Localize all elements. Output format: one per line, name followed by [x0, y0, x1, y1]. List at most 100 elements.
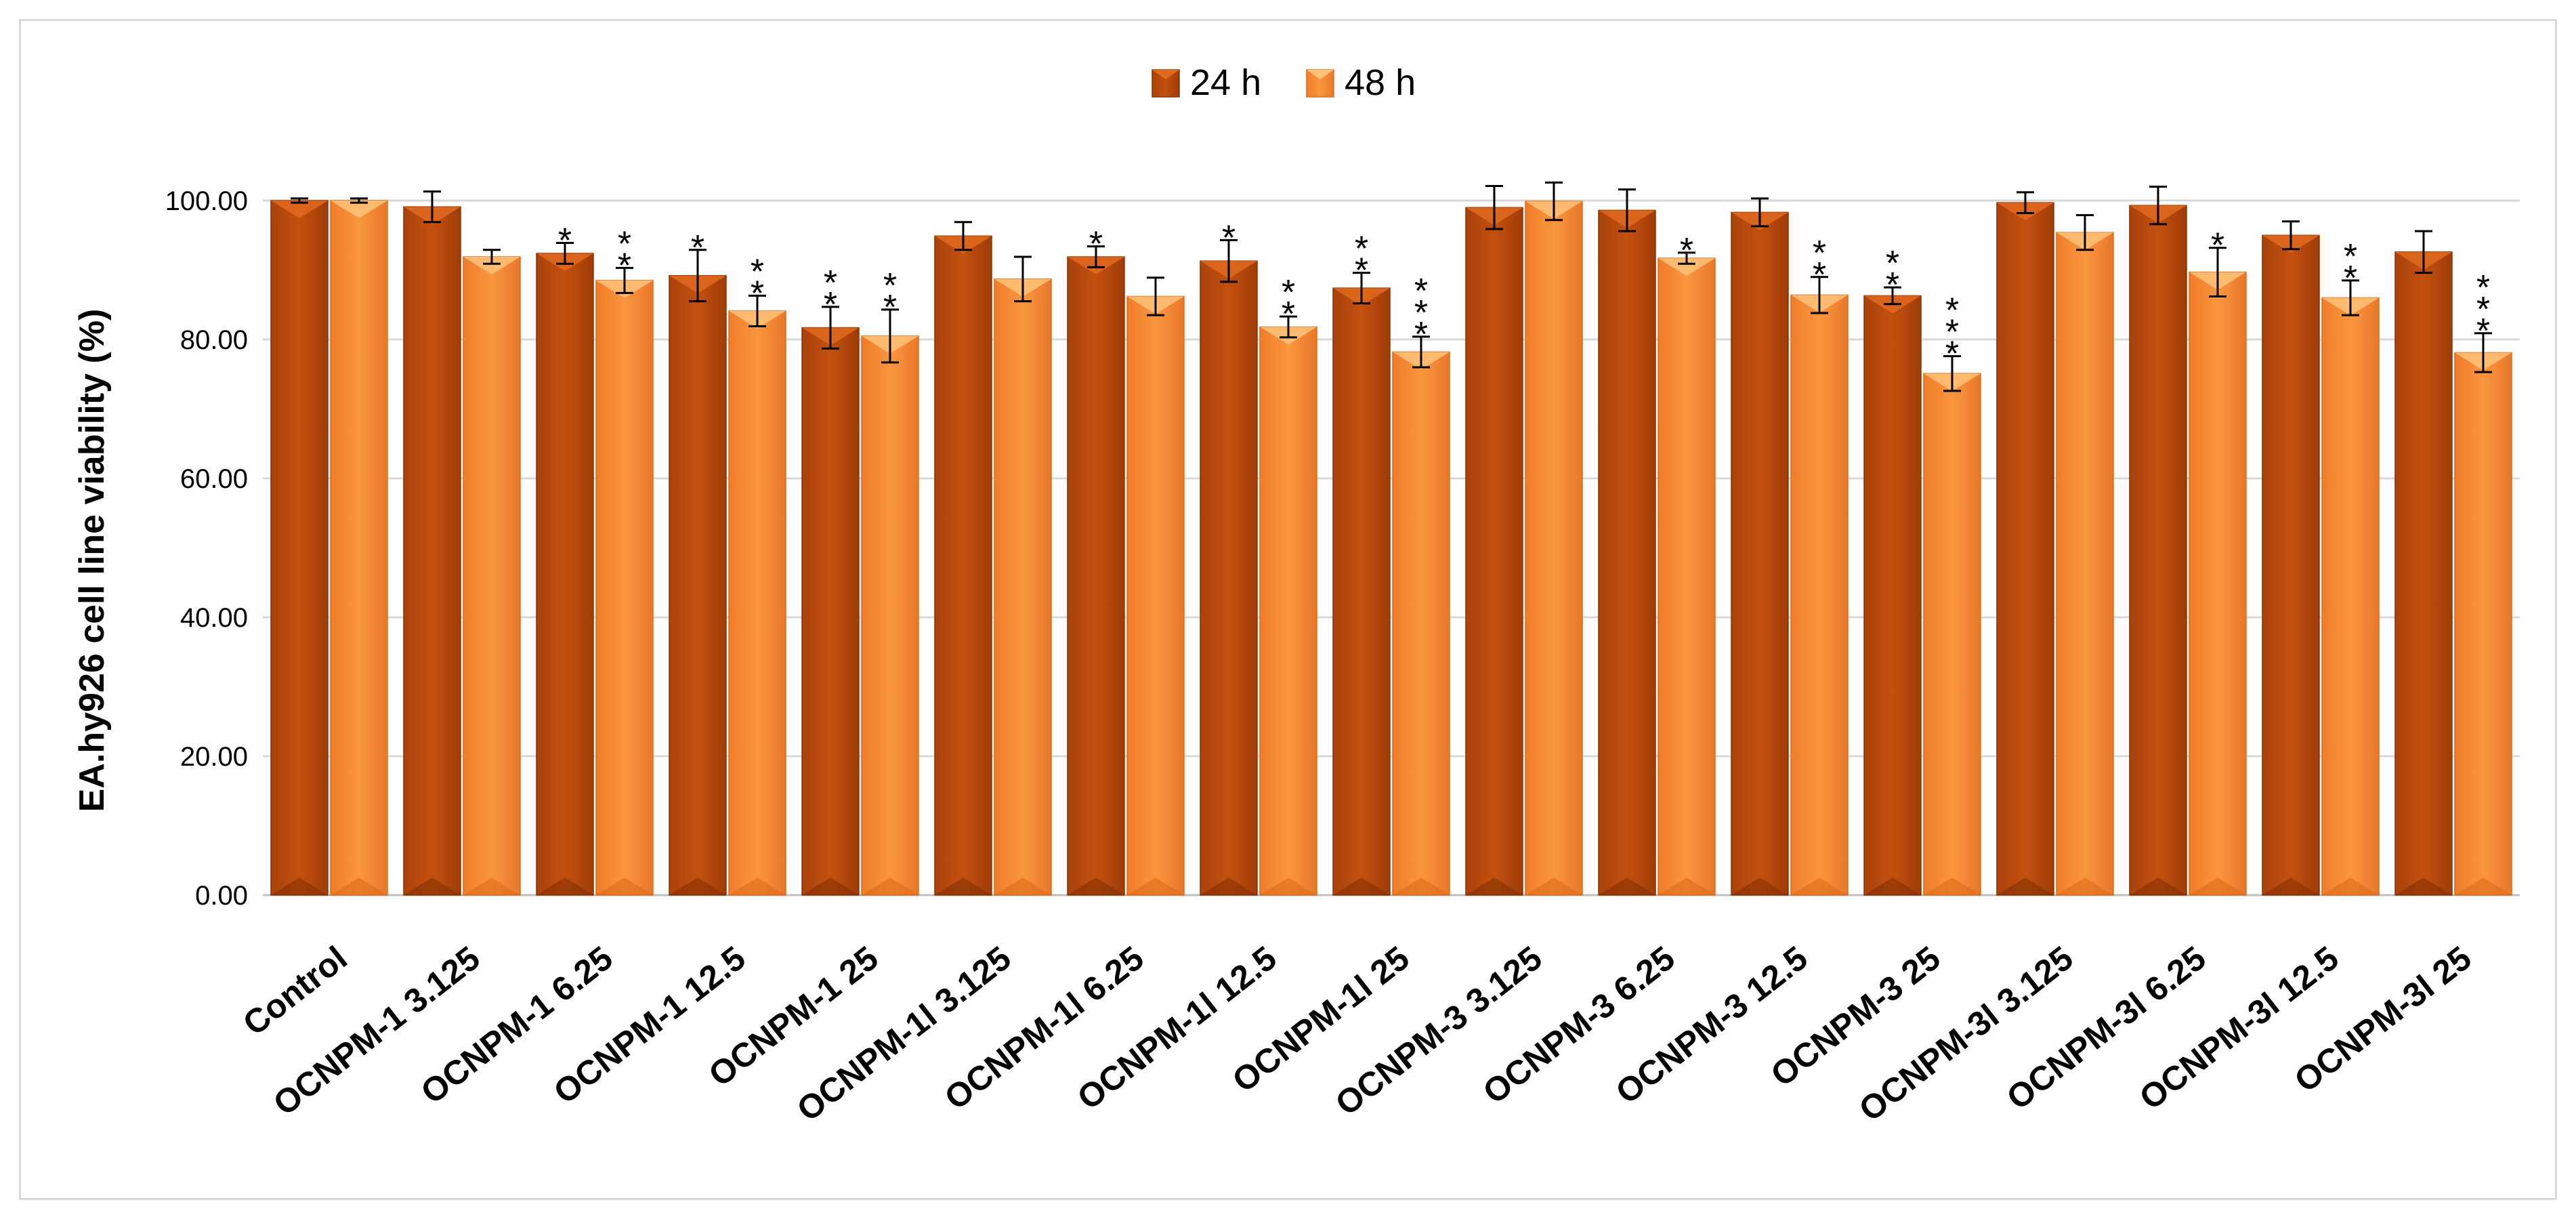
bar-48h [1126, 295, 1185, 896]
error-bar [748, 294, 766, 328]
bar-24h [1067, 256, 1125, 896]
bar-bevel [271, 877, 328, 895]
bar-24h [403, 206, 461, 896]
error-bar [1811, 276, 1828, 314]
significance-label: * * * [2476, 268, 2490, 351]
y-axis-ticks: 0.00 20.00 40.00 60.00 80.00 100.00 [165, 186, 248, 911]
bar-24h [270, 200, 329, 896]
bar-48h [1525, 201, 1583, 896]
bar-48h [728, 310, 786, 896]
legend-item: 48 h [1306, 62, 1416, 103]
bar-bevel [271, 201, 328, 218]
error-bar [1412, 335, 1430, 369]
legend: 24 h 48 h [1152, 62, 1416, 103]
bar-bevel [1864, 877, 1921, 895]
bar-bevel [669, 877, 726, 895]
legend-item: 24 h [1152, 62, 1261, 103]
significance-label: * [1222, 218, 1236, 257]
bar-24h [1200, 260, 1258, 896]
error-bar [291, 197, 308, 204]
error-bar [2076, 214, 2094, 251]
significance-label: * * [883, 266, 897, 327]
bar-24h [1332, 287, 1391, 896]
significance-label: * * [824, 264, 837, 325]
significance-label: * * [1355, 230, 1368, 291]
y-axis-label: EA.hy926 cell line viability (%) [72, 309, 112, 812]
bar-24h [2129, 205, 2187, 896]
bar-bevel [331, 201, 387, 218]
bar-24h [1996, 202, 2054, 896]
bar-bevel [331, 877, 387, 895]
bar-48h [330, 200, 388, 896]
bar-bevel [729, 877, 786, 895]
legend-swatch-bevel [1307, 70, 1334, 79]
error-bar [2149, 186, 2167, 226]
y-tick-label: 100.00 [165, 186, 248, 216]
bar-24h [536, 253, 594, 896]
error-bar [2474, 332, 2492, 373]
legend-label: 24 h [1190, 62, 1261, 103]
bar-48h [2056, 232, 2114, 896]
bar-24h [801, 327, 860, 896]
error-bar [1147, 276, 1164, 316]
y-tick-label: 80.00 [180, 325, 248, 355]
bar-bevel [1997, 877, 2054, 895]
error-bar [689, 249, 706, 303]
legend-swatch-bevel [1152, 70, 1179, 79]
error-bar [2209, 247, 2226, 297]
bar-bevel [1068, 877, 1124, 895]
error-bar [1087, 245, 1105, 268]
bar-48h [2454, 352, 2512, 896]
error-bar [2342, 279, 2359, 316]
bar-bevel [1791, 877, 1848, 895]
significance-label: * [1680, 231, 1693, 270]
error-bar [2282, 220, 2300, 251]
y-tick-label: 0.00 [195, 881, 248, 911]
error-bar [1751, 197, 1769, 228]
error-bar [1678, 251, 1695, 265]
bar-bevel [862, 877, 919, 895]
bar-bevel [1731, 877, 1788, 895]
bar-bevel [2455, 877, 2512, 895]
significance-label: * * [1886, 244, 1899, 305]
bar-48h [595, 280, 654, 896]
significance-label: * [1089, 225, 1103, 264]
bar-bevel [1200, 877, 1257, 895]
bar-bevel [1466, 877, 1523, 895]
bar-bevel [596, 877, 653, 895]
significance-label: * * [751, 252, 764, 313]
bar-bevel [2130, 877, 2187, 895]
error-bar [1485, 184, 1503, 230]
bar-bevel [463, 257, 520, 275]
bar-48h [861, 335, 919, 896]
bar-24h [1598, 209, 1656, 896]
bars [270, 200, 2512, 896]
bar-bevel [935, 877, 992, 895]
bar-bevel [1260, 877, 1317, 895]
bar-24h [934, 235, 992, 896]
error-bar [1545, 181, 1563, 222]
error-bar [423, 190, 441, 224]
bar-48h [463, 256, 521, 896]
bar-bevel [1658, 877, 1715, 895]
bar-48h [994, 278, 1052, 896]
error-bar [954, 221, 972, 251]
bar-bevel [994, 877, 1051, 895]
bar-24h [2262, 234, 2320, 896]
bar-bevel [2395, 877, 2452, 895]
error-bar [2017, 191, 2034, 214]
error-bars [291, 181, 2492, 392]
error-bar [350, 197, 368, 204]
y-tick-label: 60.00 [180, 464, 248, 494]
bar-48h [1923, 373, 1981, 896]
error-bar [556, 242, 574, 265]
error-bar [616, 266, 633, 294]
bar-bevel [2056, 877, 2113, 895]
bar-48h [1259, 326, 1317, 896]
bar-48h [2321, 297, 2380, 896]
significance-label: * [2211, 226, 2224, 266]
significance-label: * * [1282, 273, 1295, 334]
bar-bevel [1127, 877, 1184, 895]
